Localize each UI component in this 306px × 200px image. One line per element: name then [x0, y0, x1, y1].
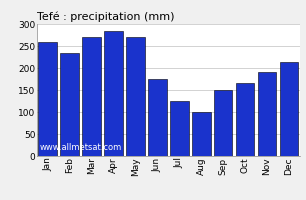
Bar	[126, 37, 145, 156]
Text: Tefé : precipitation (mm): Tefé : precipitation (mm)	[37, 11, 174, 22]
Bar	[280, 62, 298, 156]
Bar	[236, 83, 254, 156]
Bar	[38, 42, 57, 156]
Text: www.allmetsat.com: www.allmetsat.com	[39, 143, 121, 152]
Bar	[60, 53, 79, 156]
Bar	[170, 101, 188, 156]
Bar	[258, 72, 276, 156]
Bar	[104, 31, 123, 156]
Bar	[148, 79, 167, 156]
Bar	[192, 112, 211, 156]
Bar	[82, 37, 101, 156]
Bar	[214, 90, 233, 156]
